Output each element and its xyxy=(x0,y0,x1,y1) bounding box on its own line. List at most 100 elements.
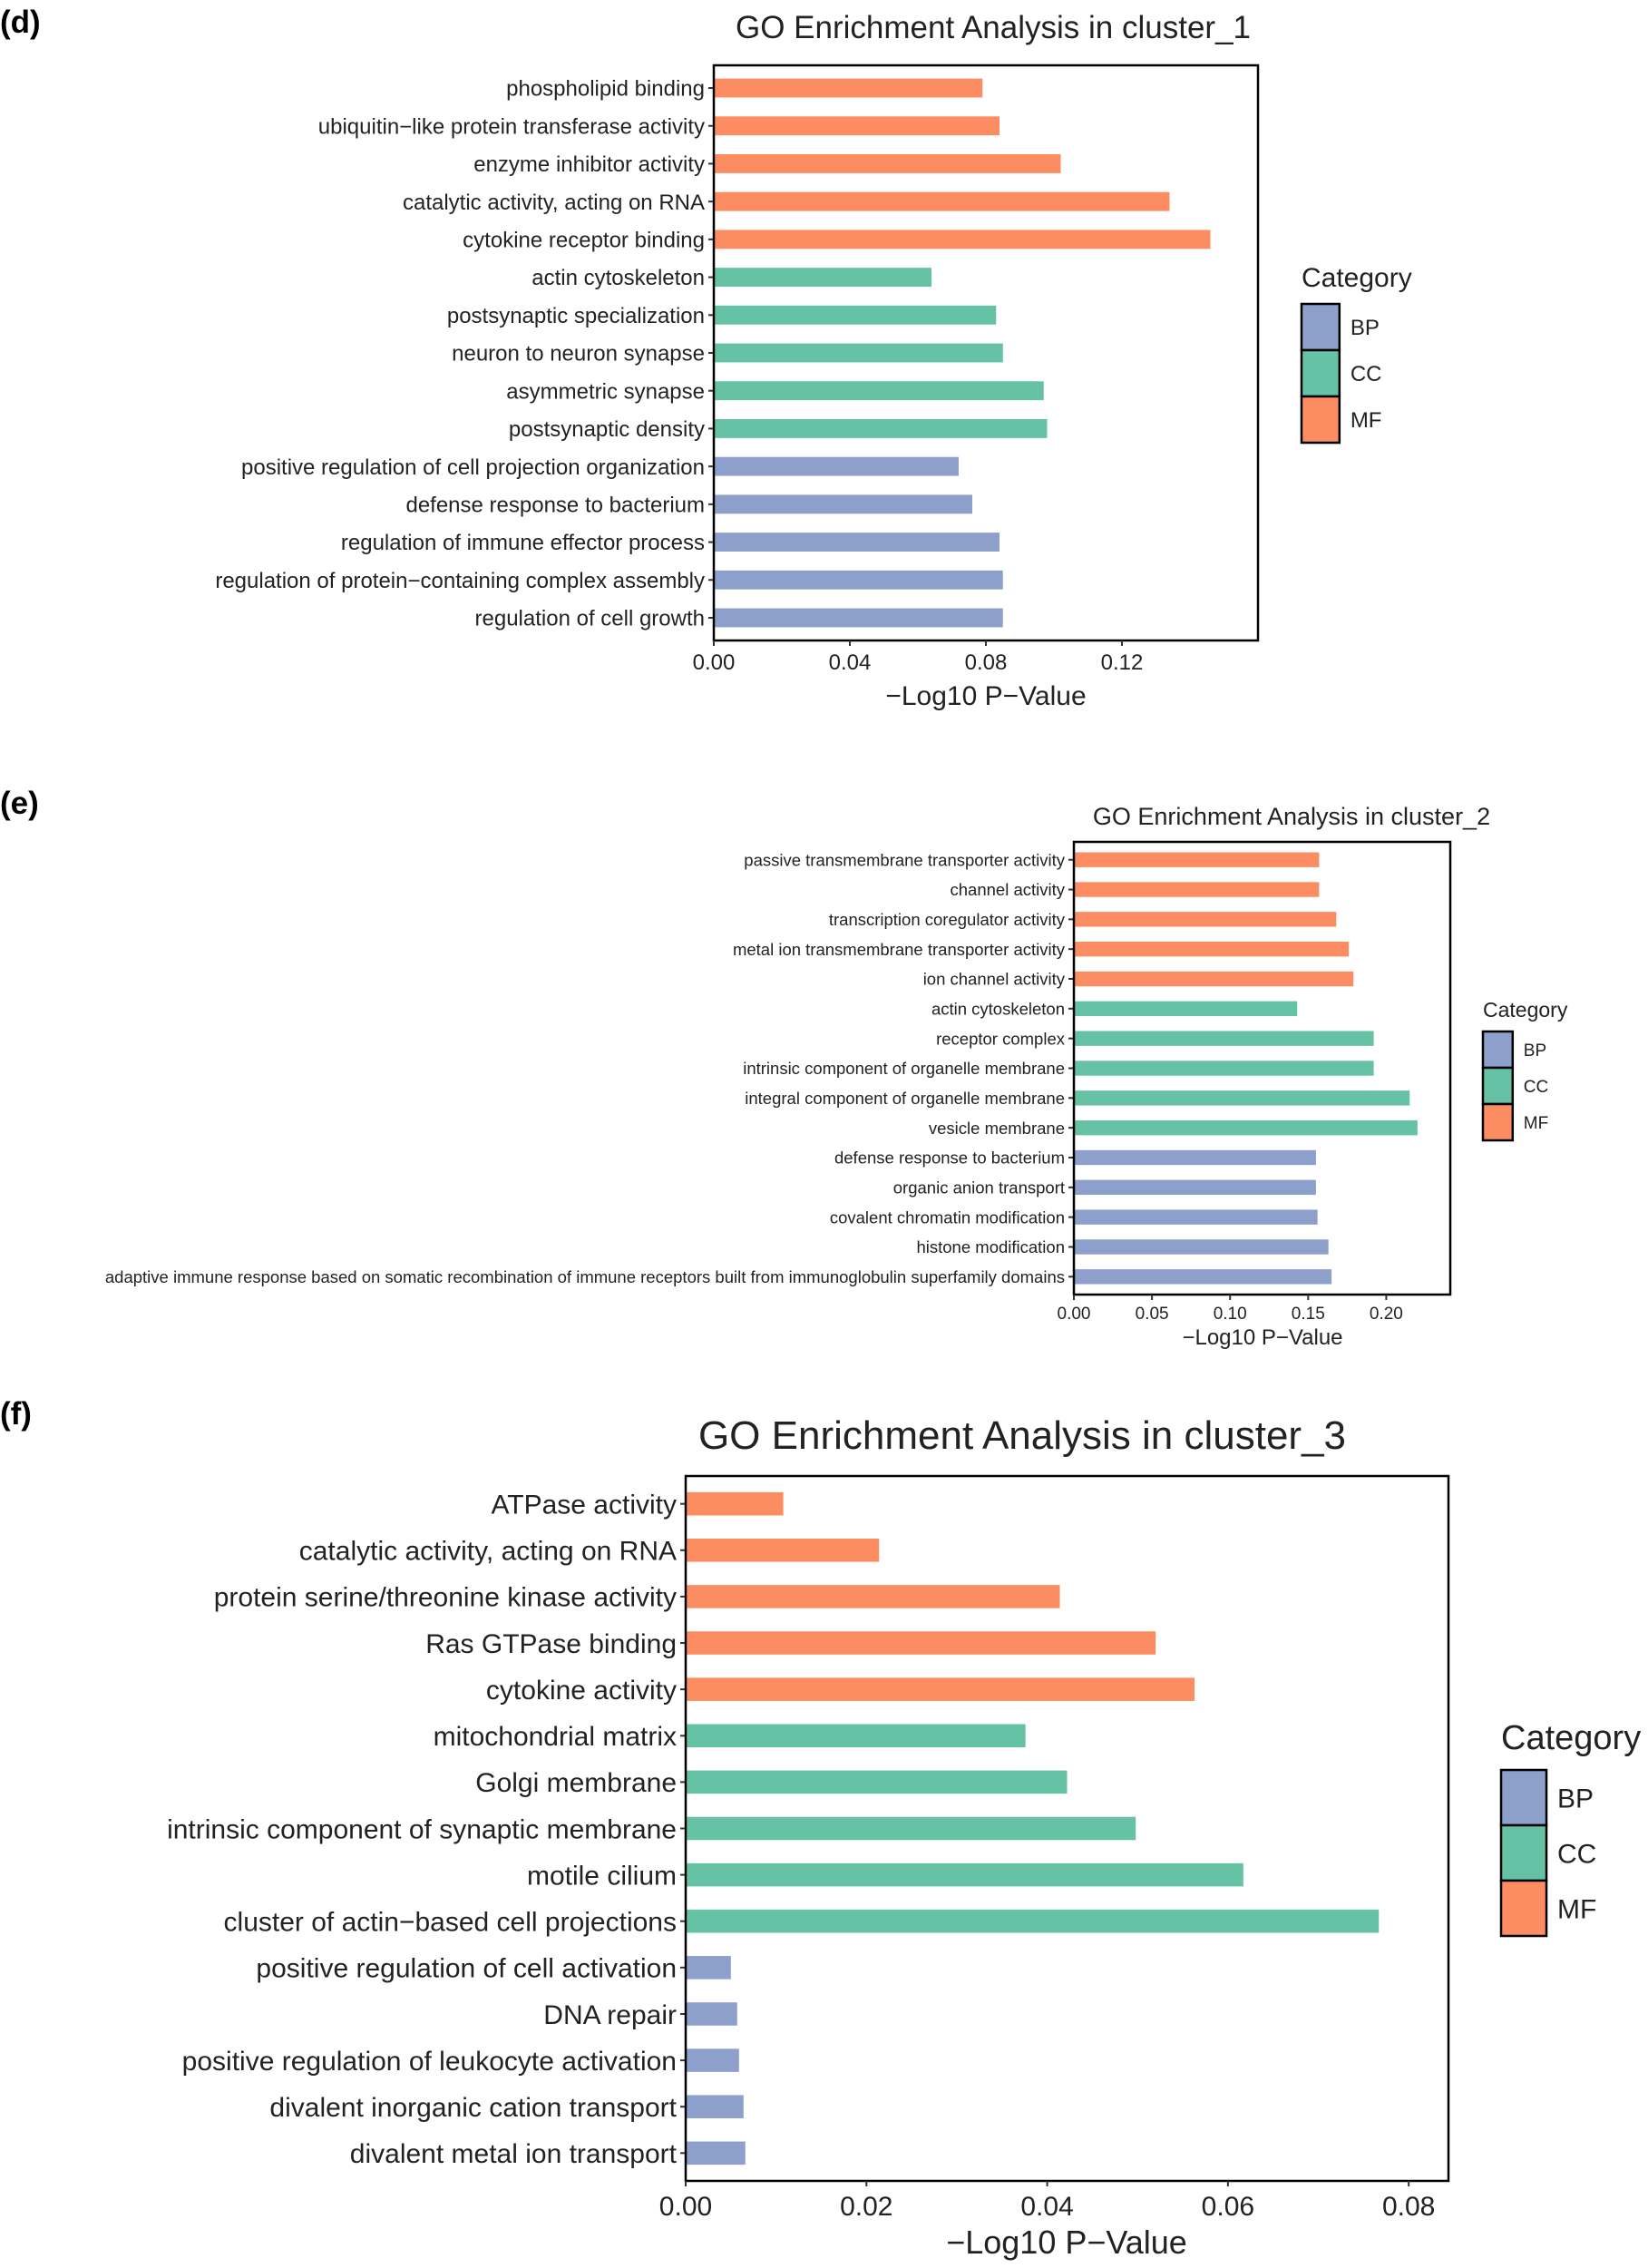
legend-label-mf: MF xyxy=(1351,408,1382,433)
bar xyxy=(686,2048,739,2072)
plot-border xyxy=(1072,840,1452,1296)
bar xyxy=(714,116,1000,136)
bar xyxy=(714,343,1003,363)
bar xyxy=(1074,1119,1418,1136)
chart-title: GO Enrichment Analysis in cluster_1 xyxy=(736,10,1251,45)
bar xyxy=(686,1770,1068,1794)
panel-label: (f) xyxy=(0,1396,32,1432)
bar xyxy=(686,1816,1136,1841)
legend-label-cc: CC xyxy=(1557,1839,1596,1869)
legend-swatch-cc xyxy=(1481,1066,1515,1106)
chart-panel-1: (e) GO Enrichment Analysis in cluster_2pa… xyxy=(0,786,1568,1350)
y-tick-label: organic anion transport xyxy=(893,1178,1065,1197)
y-tick-label: covalent chromatin modification xyxy=(830,1207,1065,1227)
bar xyxy=(1074,1031,1374,1046)
legend-swatch-bp xyxy=(1300,302,1341,352)
y-tick-label: metal ion transmembrane transporter acti… xyxy=(733,940,1066,959)
legend: Category BP CC MF xyxy=(1481,998,1568,1142)
legend-swatch-mf xyxy=(1499,1879,1548,1938)
legend-swatch-cc xyxy=(1499,1823,1548,1882)
y-tick-label: divalent inorganic cation transport xyxy=(269,2093,677,2123)
bar xyxy=(686,1585,1060,1608)
legend-label-bp: BP xyxy=(1557,1784,1594,1813)
bar xyxy=(686,1956,731,1980)
legend-title: Category xyxy=(1501,1719,1641,1757)
x-tick-label: 0.10 xyxy=(1214,1305,1247,1324)
y-tick-label: postsynaptic density xyxy=(509,417,705,442)
y-tick-label: actin cytoskeleton xyxy=(931,1000,1065,1019)
legend-label-mf: MF xyxy=(1524,1114,1548,1133)
bar xyxy=(686,1631,1156,1655)
bar xyxy=(686,1539,880,1562)
bar xyxy=(1074,1209,1318,1225)
bar xyxy=(686,1909,1380,1933)
x-tick-label: 0.00 xyxy=(1058,1305,1091,1324)
y-tick-label: Ras GTPase binding xyxy=(425,1629,677,1659)
y-tick-label: phospholipid binding xyxy=(506,77,705,102)
plot-border xyxy=(684,1474,1450,2183)
x-tick-label: 0.08 xyxy=(965,650,1008,675)
y-tick-label: ion channel activity xyxy=(923,970,1066,989)
bar xyxy=(1074,941,1350,957)
bar xyxy=(1074,1149,1316,1166)
bar xyxy=(686,2141,746,2165)
x-tick-label: 0.15 xyxy=(1292,1305,1325,1324)
bar xyxy=(714,381,1044,401)
x-tick-label: 0.04 xyxy=(1020,2192,1073,2222)
legend-title: Category xyxy=(1483,998,1568,1022)
x-tick-label: 0.00 xyxy=(693,650,736,675)
bar xyxy=(1074,1239,1329,1255)
y-tick-label: DNA repair xyxy=(543,2000,677,2030)
y-tick-label: adaptive immune response based on somati… xyxy=(105,1267,1065,1286)
bar xyxy=(1074,912,1337,927)
chart-panel-2: (f) GO Enrichment Analysis in cluster_3 AT… xyxy=(0,1396,1641,2261)
x-tick-label: 0.20 xyxy=(1370,1305,1403,1324)
legend-swatch-mf xyxy=(1481,1102,1515,1142)
y-tick-label: regulation of immune effector process xyxy=(341,531,705,555)
bar xyxy=(714,191,1170,211)
bar xyxy=(714,533,1000,552)
y-tick-label: actin cytoskeleton xyxy=(531,266,705,290)
bar xyxy=(1074,1090,1410,1106)
y-tick-label: passive transmembrane transporter activi… xyxy=(744,850,1065,869)
y-tick-label: mitochondrial matrix xyxy=(434,1722,677,1752)
legend-label-cc: CC xyxy=(1351,362,1382,386)
y-tick-label: ubiquitin−like protein transferase activ… xyxy=(318,114,705,139)
chart-panel-0: (d) GO Enrichment Analysis in cluster_1ph… xyxy=(0,5,1412,711)
y-tick-label: regulation of protein−containing complex… xyxy=(215,569,705,593)
bar xyxy=(714,494,972,514)
y-tick-label: cytokine receptor binding xyxy=(463,229,705,253)
panel-label: (d) xyxy=(0,5,41,40)
bar xyxy=(686,1724,1026,1748)
bar xyxy=(714,268,931,288)
y-tick-label: histone modification xyxy=(916,1237,1065,1256)
bar xyxy=(686,1677,1195,1701)
bar xyxy=(686,2095,744,2118)
legend-label-cc: CC xyxy=(1524,1078,1548,1097)
bar xyxy=(686,2002,737,2026)
bar xyxy=(686,1862,1243,1887)
x-tick-label: 0.08 xyxy=(1382,2192,1435,2222)
x-tick-label: 0.06 xyxy=(1202,2192,1254,2222)
y-tick-label: defense response to bacterium xyxy=(834,1149,1065,1168)
chart-title: GO Enrichment Analysis in cluster_2 xyxy=(1093,803,1490,830)
bar xyxy=(714,305,997,325)
y-tick-label: protein serine/threonine kinase activity xyxy=(214,1583,677,1613)
y-tick-label: vesicle membrane xyxy=(929,1119,1065,1138)
y-tick-label: channel activity xyxy=(951,880,1066,899)
bar xyxy=(714,456,959,476)
y-tick-label: positive regulation of cell projection o… xyxy=(241,455,705,480)
y-tick-label: cluster of actin−based cell projections xyxy=(224,1908,677,1938)
y-tick-label: transcription coregulator activity xyxy=(829,910,1066,929)
bar xyxy=(1074,852,1320,867)
y-tick-label: asymmetric synapse xyxy=(506,379,705,404)
y-tick-label: Golgi membrane xyxy=(475,1768,677,1798)
y-tick-label: postsynaptic specialization xyxy=(447,304,705,328)
bar xyxy=(714,570,1003,590)
y-tick-label: enzyme inhibitor activity xyxy=(473,152,705,177)
y-tick-label: cytokine activity xyxy=(486,1676,677,1706)
y-tick-label: positive regulation of cell activation xyxy=(256,1954,677,1984)
bar xyxy=(1074,882,1320,897)
x-tick-label: 0.02 xyxy=(840,2192,892,2222)
x-axis-label: −Log10 P−Value xyxy=(885,681,1086,711)
